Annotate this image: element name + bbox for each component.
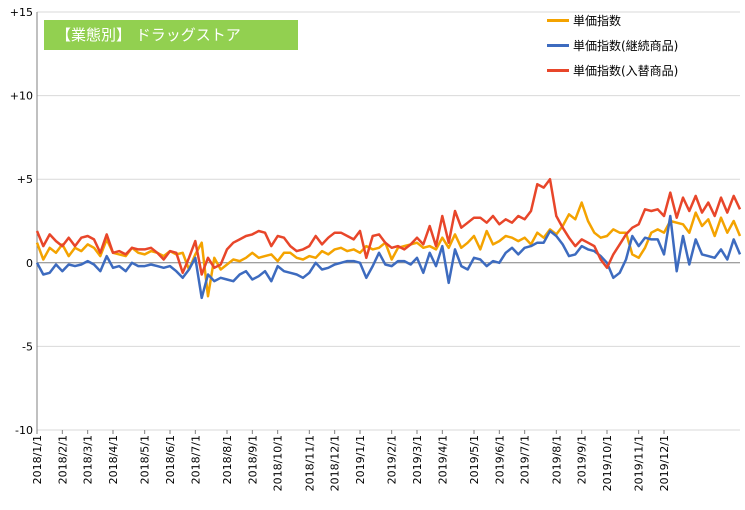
legend-item: 単価指数(入替商品) xyxy=(547,58,678,83)
y-tick-label: 0 xyxy=(26,257,33,270)
x-tick-label: 2018/6/1 xyxy=(164,435,177,484)
grid-lines xyxy=(36,11,740,431)
x-tick-label: 2018/10/1 xyxy=(272,435,285,491)
series-line-continuing-items xyxy=(35,214,742,300)
x-tick-label: 2019/12/1 xyxy=(658,435,671,491)
x-tick-label: 2019/11/1 xyxy=(633,435,646,491)
legend-swatch xyxy=(547,19,569,22)
x-tick-label: 2019/10/1 xyxy=(601,435,614,491)
x-tick-label: 2019/4/1 xyxy=(436,435,449,484)
y-tick-label: +5 xyxy=(17,173,33,186)
legend-item: 単価指数 xyxy=(547,8,678,33)
legend-swatch xyxy=(547,44,569,47)
x-tick-label: 2019/2/1 xyxy=(386,435,399,484)
legend: 単価指数 単価指数(継続商品) 単価指数(入替商品) xyxy=(547,8,678,83)
x-tick-label: 2018/4/1 xyxy=(107,435,120,484)
legend-label: 単価指数(継続商品) xyxy=(573,39,679,53)
x-tick-label: 2019/3/1 xyxy=(411,435,424,484)
y-axis: -10 -5 0 +5 +10 +15 xyxy=(10,6,33,437)
legend-label: 単価指数 xyxy=(573,14,622,28)
series-line-price-index xyxy=(35,201,742,298)
legend-item: 単価指数(継続商品) xyxy=(547,33,678,58)
x-tick-label: 2018/5/1 xyxy=(139,435,152,484)
x-tick-label: 2019/7/1 xyxy=(519,435,532,484)
x-tick-label: 2018/9/1 xyxy=(246,435,259,484)
category-badge: 【業態別】 ドラッグストア xyxy=(44,20,298,50)
x-tick-label: 2019/6/1 xyxy=(493,435,506,484)
x-tick-label: 2019/8/1 xyxy=(550,435,563,484)
x-tick-label: 2019/9/1 xyxy=(576,435,589,484)
x-tick-label: 2018/7/1 xyxy=(189,435,202,484)
y-tick-label: -10 xyxy=(15,424,33,437)
series-lines xyxy=(35,177,742,300)
x-axis: 2018/1/1 2018/2/1 2018/3/1 2018/4/1 2018/5/1… xyxy=(31,430,671,491)
x-tick-label: 2018/12/1 xyxy=(329,435,342,491)
legend-label: 単価指数(入替商品) xyxy=(573,64,679,78)
y-tick-label: +15 xyxy=(10,6,33,19)
series-line-replaced-items xyxy=(35,177,742,276)
legend-swatch xyxy=(547,69,569,72)
x-tick-label: 2018/11/1 xyxy=(303,435,316,491)
x-tick-label: 2018/1/1 xyxy=(31,435,44,484)
y-tick-label: -5 xyxy=(22,340,33,353)
x-tick-label: 2019/5/1 xyxy=(468,435,481,484)
x-tick-label: 2018/2/1 xyxy=(56,435,69,484)
x-tick-label: 2019/1/1 xyxy=(354,435,367,484)
x-tick-label: 2018/3/1 xyxy=(82,435,95,484)
x-tick-label: 2018/8/1 xyxy=(221,435,234,484)
y-tick-label: +10 xyxy=(10,90,33,103)
